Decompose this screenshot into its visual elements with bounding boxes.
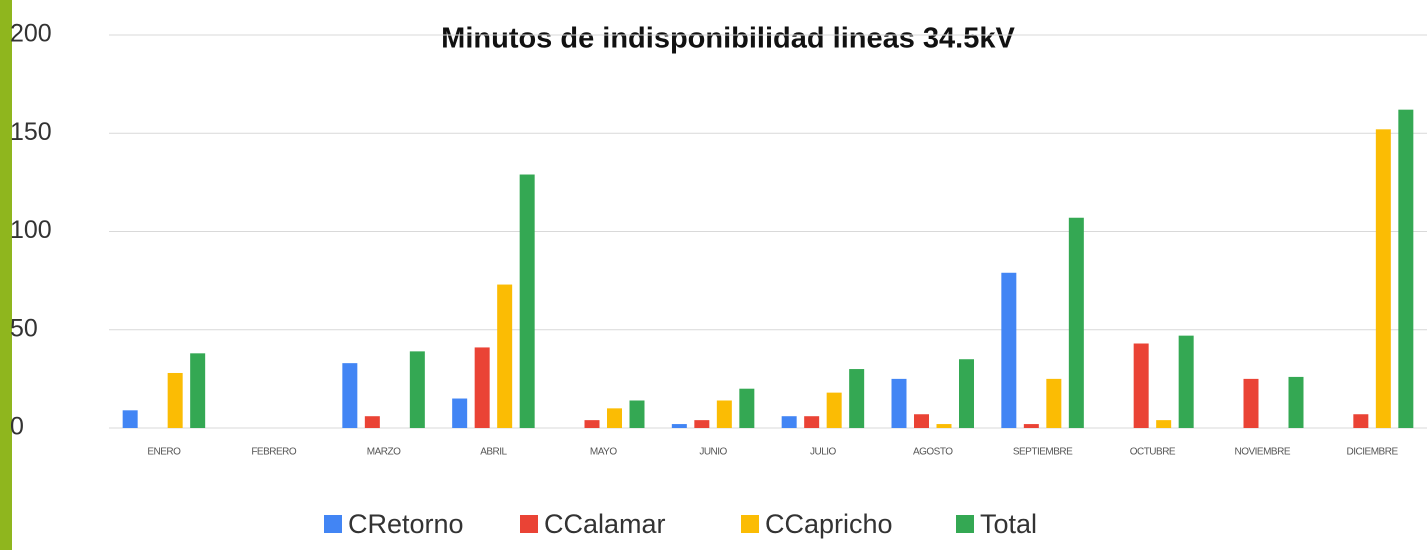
bar (1398, 109, 1414, 429)
bar (1001, 272, 1017, 428)
bar (1046, 378, 1062, 428)
x-tick-label: MAYO (590, 447, 617, 458)
bar (781, 416, 797, 428)
bar (804, 416, 820, 428)
x-tick-label: ENERO (147, 447, 181, 458)
x-tick-label: FEBRERO (251, 447, 297, 458)
y-tick-label: 150 (10, 118, 52, 146)
bar (474, 347, 490, 428)
side-border (0, 0, 12, 550)
x-tick-label: NOVIEMBRE (1234, 447, 1290, 458)
bar (1156, 420, 1172, 428)
x-tick-label: ABRIL (480, 447, 507, 458)
x-tick-label: DICIEMBRE (1347, 447, 1399, 458)
x-tick-label: JUNIO (699, 447, 727, 458)
bar (716, 400, 732, 428)
legend-swatch (741, 515, 759, 533)
bar (1288, 376, 1304, 428)
legend-swatch (956, 515, 974, 533)
bar (1023, 424, 1039, 428)
bar (1133, 343, 1149, 428)
y-tick-label: 0 (10, 413, 24, 441)
bar (1068, 217, 1084, 428)
x-tick-label: AGOSTO (913, 447, 953, 458)
bar (629, 400, 645, 428)
bar (739, 388, 755, 428)
y-tick-label: 100 (10, 216, 52, 244)
bar (122, 410, 138, 428)
bar (364, 416, 380, 428)
x-tick-label: SEPTIEMBRE (1013, 447, 1073, 458)
bar (409, 351, 425, 428)
x-tick-label: MARZO (367, 447, 401, 458)
chart-title: Minutos de indisponibilidad lineas 34.5k… (441, 23, 1015, 55)
bar (1375, 129, 1391, 428)
bar (519, 174, 535, 428)
legend-swatch (520, 515, 538, 533)
legend-label: CCalamar (544, 509, 666, 539)
legend-swatch (324, 515, 342, 533)
y-tick-label: 50 (10, 314, 38, 342)
x-tick-label: JULIO (810, 447, 837, 458)
bar (914, 414, 929, 428)
bar (826, 392, 842, 428)
x-tick-label: OCTUBRE (1130, 447, 1176, 458)
legend-label: CCapricho (765, 509, 893, 539)
bar (497, 284, 513, 428)
bar (584, 420, 600, 428)
bar (167, 372, 183, 428)
bar (671, 424, 687, 428)
y-tick-label: 200 (10, 20, 52, 48)
bar (694, 420, 710, 428)
legend-label: CRetorno (348, 509, 464, 539)
bar (1178, 335, 1194, 428)
bar (849, 369, 865, 428)
bar (1353, 414, 1369, 428)
bar (1243, 378, 1259, 428)
bar (452, 398, 468, 428)
bar (190, 353, 206, 428)
bar (959, 359, 974, 428)
legend-label: Total (980, 509, 1037, 539)
bar (342, 363, 358, 428)
bar (936, 424, 952, 428)
bar (607, 408, 622, 428)
bar (891, 378, 907, 428)
